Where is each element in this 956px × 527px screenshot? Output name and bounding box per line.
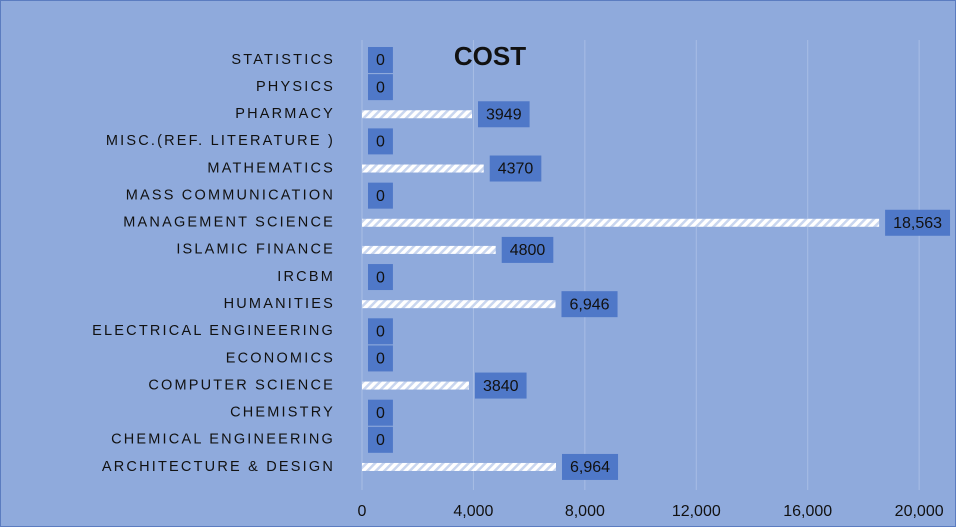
category-label: ECONOMICS [226, 350, 335, 366]
value-label: 0 [376, 351, 385, 368]
value-label: 6,964 [570, 459, 610, 476]
value-label: 4800 [510, 242, 546, 259]
x-tick-label: 8,000 [565, 503, 605, 520]
value-label-box [368, 345, 393, 372]
bar [362, 381, 469, 390]
category-label: CHEMICAL ENGINEERING [111, 432, 335, 448]
value-label: 0 [376, 269, 385, 286]
value-label-box [489, 155, 542, 182]
value-label-box [368, 399, 393, 426]
category-label: MASS COMMUNICATION [126, 187, 335, 203]
value-label: 3949 [486, 106, 522, 123]
value-label: 3840 [483, 378, 519, 395]
bar [362, 300, 556, 309]
x-tick-label: 20,000 [895, 503, 944, 520]
x-tick-label: 0 [358, 503, 367, 520]
category-label: IRCBM [277, 269, 335, 285]
category-label: MISC.(REF. LITERATURE ) [106, 133, 335, 149]
value-label-box [478, 101, 530, 128]
value-label: 0 [376, 134, 385, 151]
x-tick-label: 4,000 [453, 503, 493, 520]
value-label-box [501, 236, 554, 263]
value-label-box [368, 74, 393, 101]
value-label-box [368, 264, 393, 291]
category-label: CHEMISTRY [230, 405, 335, 421]
value-label-box [561, 453, 619, 480]
value-label-box [368, 128, 393, 155]
value-label-box [368, 318, 393, 345]
value-label: 6,946 [569, 296, 609, 313]
value-label: 0 [376, 405, 385, 422]
value-label-box [368, 426, 393, 453]
category-label: STATISTICS [231, 52, 335, 68]
x-tick-label: 12,000 [672, 503, 721, 520]
category-label: COMPUTER SCIENCE [148, 377, 335, 393]
bar [362, 218, 880, 227]
category-label: PHYSICS [256, 79, 335, 95]
value-label-box [368, 47, 393, 73]
bar [362, 462, 556, 471]
category-label: ISLAMIC FINANCE [176, 242, 335, 258]
category-label: ELECTRICAL ENGINEERING [92, 323, 335, 339]
category-label: ARCHITECTURE & DESIGN [102, 459, 335, 475]
value-label-box [885, 209, 951, 236]
x-tick-label: 16,000 [783, 503, 832, 520]
value-label-box [368, 182, 393, 209]
value-label: 0 [376, 432, 385, 449]
value-label: 4370 [498, 161, 534, 178]
category-label: MATHEMATICS [207, 160, 335, 176]
chart-title: COST [454, 41, 526, 71]
value-label: 0 [376, 188, 385, 205]
category-label: PHARMACY [235, 106, 335, 122]
value-label-box [474, 372, 527, 399]
bar [362, 245, 496, 254]
value-label: 0 [376, 79, 385, 96]
value-label: 0 [376, 52, 385, 69]
value-label: 0 [376, 324, 385, 341]
category-label: MANAGEMENT SCIENCE [123, 215, 335, 231]
bar [362, 110, 473, 119]
value-label: 18,563 [893, 215, 942, 232]
category-label: HUMANITIES [224, 296, 335, 312]
value-label-box [561, 291, 618, 318]
bar [362, 164, 484, 173]
